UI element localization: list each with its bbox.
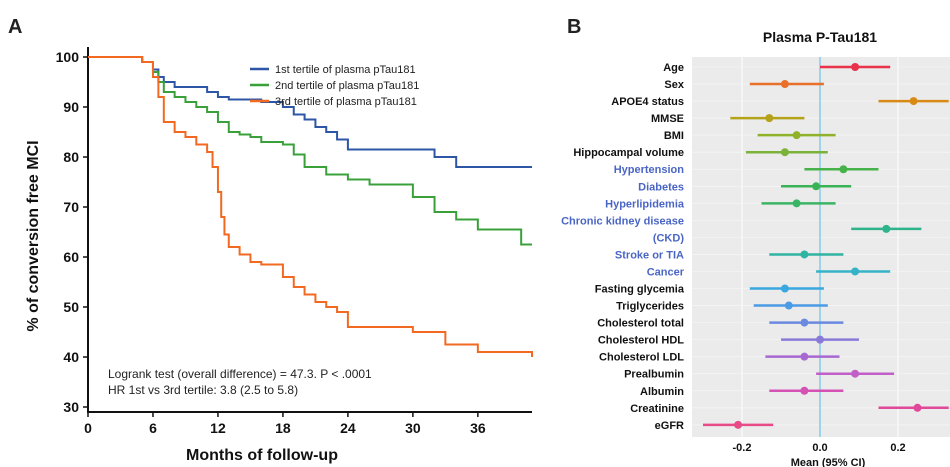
row-label: Stroke or TIA: [615, 249, 684, 261]
panel-b-letter: B: [567, 16, 581, 38]
mean-point: [800, 250, 809, 259]
logrank-annotation: Logrank test (overall difference) = 47.3…: [108, 367, 372, 381]
kaplan-meier-panel: A % of conversion free MCI Months of fol…: [8, 16, 533, 464]
mean-point: [913, 403, 922, 412]
y-tick-label: 50: [63, 299, 79, 315]
y-tick-label: 40: [63, 349, 79, 365]
forest-x-axis-label: Mean (95% CI): [791, 457, 866, 467]
mean-point: [784, 301, 793, 310]
legend-label: 1st tertile of plasma pTau181: [275, 64, 416, 76]
y-tick-label: 100: [56, 49, 80, 65]
row-label: Chronic kidney disease: [561, 215, 684, 227]
survival-curves: [88, 56, 533, 357]
y-tick-label: 30: [63, 399, 79, 415]
panel-a-letter: A: [8, 16, 22, 38]
legend-label: 3rd tertile of plasma pTau181: [275, 96, 417, 108]
x-tick-label: 12: [210, 420, 226, 436]
mean-point: [780, 80, 789, 89]
row-label: BMI: [664, 130, 684, 142]
row-label: APOE4 status: [611, 96, 684, 108]
row-label: Age: [663, 62, 684, 74]
mean-point: [851, 63, 860, 71]
row-label: Diabetes: [638, 181, 684, 193]
y-axis-label: % of conversion free MCI: [25, 140, 42, 331]
survival-curve-2: [88, 56, 532, 246]
mean-point: [800, 386, 809, 395]
row-label: Cancer: [647, 266, 685, 278]
row-label: eGFR: [655, 420, 684, 432]
forest-marks: [703, 63, 949, 429]
mean-point: [800, 352, 809, 361]
y-tick-label: 60: [63, 249, 79, 265]
row-label: Hypertension: [614, 164, 685, 176]
row-label: Hippocampal volume: [573, 147, 684, 159]
x-tick-label: 6: [149, 420, 157, 436]
y-tick-label: 80: [63, 149, 79, 165]
legend: 1st tertile of plasma pTau181 2nd tertile…: [250, 64, 419, 108]
mean-point: [851, 369, 860, 378]
survival-curve-3: [88, 56, 533, 357]
row-label: Cholesterol total: [597, 318, 684, 330]
axes: [83, 47, 532, 417]
row-label: (CKD): [653, 232, 684, 244]
x-tick-label: 30: [405, 420, 421, 436]
row-label: Albumin: [640, 386, 684, 398]
forest-x-tick-label: -0.2: [733, 442, 752, 454]
mean-point: [780, 284, 789, 293]
forest-plot-panel: B Plasma P-Tau181 Age Sex APOE4 status MMSE…: [561, 16, 950, 467]
mean-point: [909, 97, 918, 106]
row-label: MMSE: [651, 113, 684, 125]
row-label: Hyperlipidemia: [605, 198, 685, 210]
forest-x-tick-label: 0.2: [890, 442, 905, 454]
forest-x-tick-label: 0.0: [812, 442, 827, 454]
mean-point: [800, 318, 809, 327]
x-tick-label: 0: [84, 420, 92, 436]
tick-labels: 0 6 12 18 24 30 36 30 40 50 60 70 80 90 100: [56, 49, 486, 436]
hazard-ratio-annotation: HR 1st vs 3rd tertile: 3.8 (2.5 to 5.8): [108, 383, 298, 397]
row-label: Fasting glycemia: [595, 284, 685, 296]
mean-point: [816, 335, 824, 344]
x-tick-labels: -0.2 0.0 0.2: [733, 442, 906, 454]
survival-curve-1: [88, 56, 532, 168]
row-label: Creatinine: [630, 403, 684, 415]
mean-point: [839, 165, 848, 174]
mean-point: [851, 267, 860, 276]
x-tick-label: 36: [470, 420, 486, 436]
row-label: Sex: [664, 79, 684, 91]
y-tick-label: 90: [63, 99, 79, 115]
legend-label: 2nd tertile of plasma pTau181: [275, 80, 419, 92]
mean-point: [792, 199, 801, 208]
row-label: Prealbumin: [624, 369, 684, 381]
forest-title: Plasma P-Tau181: [763, 29, 877, 45]
mean-point: [792, 131, 801, 140]
x-tick-label: 24: [340, 420, 356, 436]
y-tick-label: 70: [63, 199, 79, 215]
mean-point: [812, 182, 821, 191]
row-label: Cholesterol HDL: [598, 335, 684, 347]
mean-point: [780, 148, 789, 157]
x-axis-label: Months of follow-up: [186, 447, 338, 464]
mean-point: [882, 224, 891, 233]
row-labels: Age Sex APOE4 status MMSE BMI Hippocampal vol…: [561, 62, 685, 432]
row-label: Triglycerides: [616, 301, 684, 313]
mean-point: [765, 114, 774, 123]
mean-point: [734, 420, 743, 429]
row-label: Cholesterol LDL: [599, 352, 684, 364]
x-tick-label: 18: [275, 420, 291, 436]
